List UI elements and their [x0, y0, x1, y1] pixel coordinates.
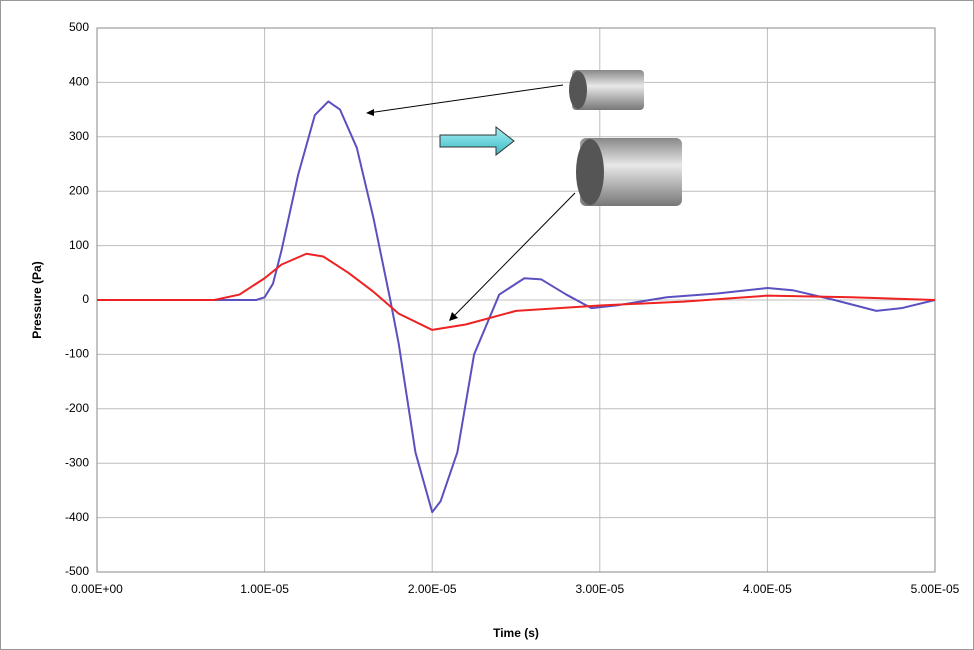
x-tick-label: 2.00E-05	[408, 582, 457, 596]
y-tick-label: 0	[82, 292, 89, 306]
y-tick-label: -200	[65, 401, 89, 415]
x-tick-label: 4.00E-05	[743, 582, 792, 596]
size-arrow	[439, 125, 515, 157]
x-tick-label: 3.00E-05	[575, 582, 624, 596]
pointer-arrow	[367, 84, 564, 114]
x-tick-label: 5.00E-05	[911, 582, 960, 596]
y-tick-label: -400	[65, 510, 89, 524]
pointer-arrow-head	[366, 109, 374, 116]
x-axis-title: Time (s)	[493, 626, 539, 640]
small-microphone-grille	[569, 71, 587, 109]
pointer-arrow	[451, 192, 576, 319]
x-tick-label: 1.00E-05	[240, 582, 289, 596]
y-tick-label: 100	[69, 238, 89, 252]
series-line	[97, 252, 936, 331]
y-axis-title: Pressure (Pa)	[30, 261, 44, 338]
large-microphone	[580, 138, 682, 206]
illustration	[366, 70, 682, 321]
plot-area: -500 -400 -300 -200 -100 0 100 200 300 400 500 0.00…	[65, 20, 960, 596]
pointer-arrow-head	[449, 312, 458, 321]
small-microphone	[572, 70, 644, 110]
y-tick-label: -100	[65, 347, 89, 361]
y-tick-label: -500	[65, 564, 89, 578]
x-tick-label: 0.00E+00	[71, 582, 123, 596]
large-microphone-grille	[576, 139, 604, 205]
y-tick-label: -300	[65, 455, 89, 469]
y-tick-label: 300	[69, 129, 89, 143]
y-tick-label: 200	[69, 183, 89, 197]
y-tick-label: 500	[69, 20, 89, 34]
y-tick-label: 400	[69, 75, 89, 89]
